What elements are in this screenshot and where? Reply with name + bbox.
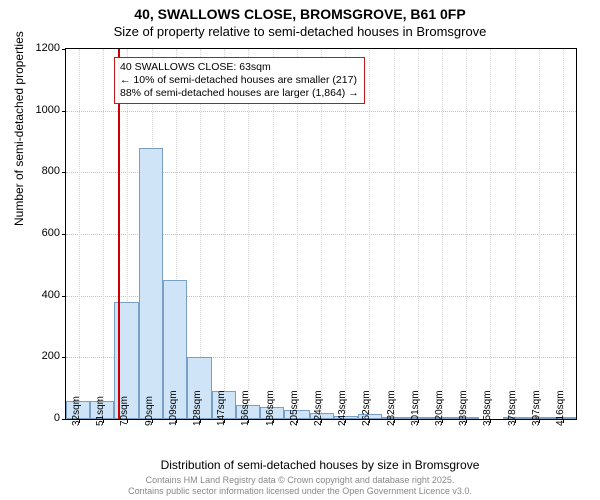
- x-tick-label: 282sqm: [386, 390, 397, 426]
- x-tick-label: 51sqm: [95, 396, 106, 426]
- y-tick-label: 600: [20, 227, 60, 239]
- reference-line: [118, 49, 120, 419]
- x-tick-label: 243sqm: [337, 390, 348, 426]
- annotation-box: 40 SWALLOWS CLOSE: 63sqm ← 10% of semi-d…: [114, 57, 365, 104]
- y-tick-label: 1200: [20, 42, 60, 54]
- y-tick-label: 400: [20, 289, 60, 301]
- chart-container: 40, SWALLOWS CLOSE, BROMSGROVE, B61 0FP …: [0, 0, 600, 500]
- x-tick-label: 301sqm: [410, 390, 421, 426]
- y-tick-mark: [62, 234, 66, 235]
- y-tick-label: 1000: [20, 104, 60, 116]
- gridline-v: [466, 49, 467, 419]
- gridline-v: [273, 49, 274, 419]
- gridline-v: [515, 49, 516, 419]
- x-tick-label: 32sqm: [71, 396, 82, 426]
- x-tick-label: 397sqm: [531, 390, 542, 426]
- x-tick-label: 90sqm: [144, 396, 155, 426]
- x-tick-label: 416sqm: [555, 390, 566, 426]
- gridline-v: [418, 49, 419, 419]
- histogram-bar: [139, 148, 163, 419]
- y-tick-label: 0: [20, 412, 60, 424]
- plot-area: 40 SWALLOWS CLOSE: 63sqm ← 10% of semi-d…: [65, 48, 577, 420]
- y-tick-mark: [62, 111, 66, 112]
- x-tick-label: 109sqm: [168, 390, 179, 426]
- gridline-v: [442, 49, 443, 419]
- y-tick-mark: [62, 296, 66, 297]
- x-tick-label: 224sqm: [313, 390, 324, 426]
- gridline-v: [345, 49, 346, 419]
- gridline-v: [563, 49, 564, 419]
- footer-line-1: Contains HM Land Registry data © Crown c…: [0, 475, 600, 486]
- annotation-line-2: ← 10% of semi-detached houses are smalle…: [120, 74, 359, 87]
- footer-line-2: Contains public sector information licen…: [0, 486, 600, 497]
- y-tick-mark: [62, 172, 66, 173]
- y-axis-label: Number of semi-detached properties: [12, 31, 26, 226]
- x-tick-label: 186sqm: [265, 390, 276, 426]
- gridline-v: [103, 49, 104, 419]
- x-tick-label: 320sqm: [434, 390, 445, 426]
- y-tick-mark: [62, 419, 66, 420]
- chart-title-main: 40, SWALLOWS CLOSE, BROMSGROVE, B61 0FP: [0, 6, 600, 22]
- x-tick-label: 205sqm: [289, 390, 300, 426]
- y-tick-mark: [62, 49, 66, 50]
- x-tick-label: 378sqm: [507, 390, 518, 426]
- x-tick-label: 128sqm: [192, 390, 203, 426]
- y-tick-label: 800: [20, 165, 60, 177]
- chart-title-sub: Size of property relative to semi-detach…: [0, 24, 600, 39]
- gridline-v: [539, 49, 540, 419]
- x-tick-label: 358sqm: [482, 390, 493, 426]
- gridline-v: [79, 49, 80, 419]
- gridline-v: [248, 49, 249, 419]
- annotation-line-1: 40 SWALLOWS CLOSE: 63sqm: [120, 61, 359, 74]
- gridline-v: [394, 49, 395, 419]
- x-tick-label: 147sqm: [216, 390, 227, 426]
- gridline-v: [224, 49, 225, 419]
- gridline-v: [321, 49, 322, 419]
- gridline-v: [490, 49, 491, 419]
- y-tick-label: 200: [20, 350, 60, 362]
- annotation-line-3: 88% of semi-detached houses are larger (…: [120, 87, 359, 100]
- x-axis-label: Distribution of semi-detached houses by …: [65, 458, 575, 472]
- gridline-v: [369, 49, 370, 419]
- y-tick-mark: [62, 357, 66, 358]
- chart-footer: Contains HM Land Registry data © Crown c…: [0, 475, 600, 500]
- x-tick-label: 339sqm: [458, 390, 469, 426]
- gridline-v: [297, 49, 298, 419]
- x-tick-label: 70sqm: [119, 396, 130, 426]
- x-tick-label: 262sqm: [361, 390, 372, 426]
- x-tick-label: 166sqm: [240, 390, 251, 426]
